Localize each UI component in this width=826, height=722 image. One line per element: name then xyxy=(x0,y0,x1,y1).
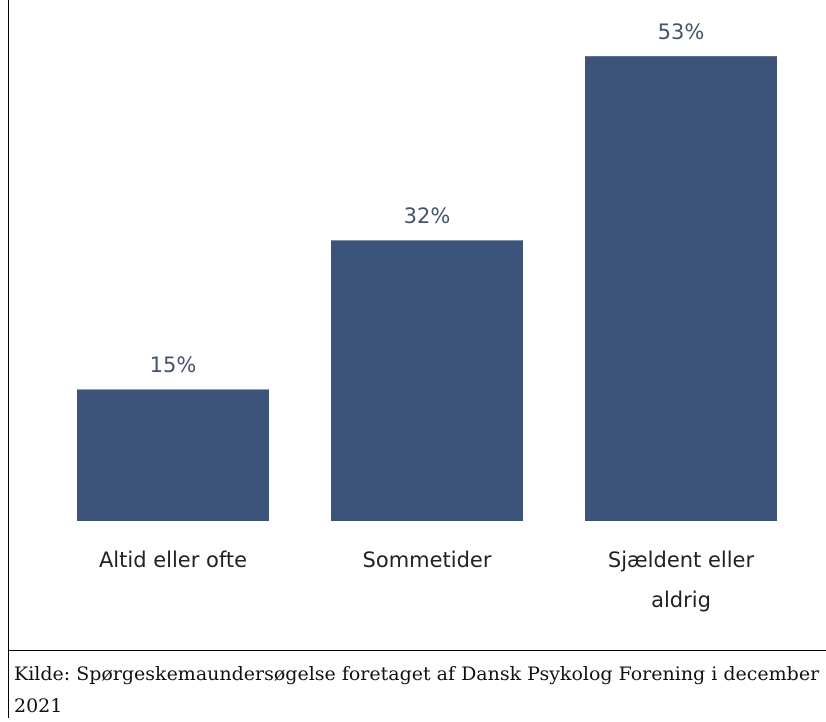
bar xyxy=(331,240,523,522)
value-label: 53% xyxy=(657,20,705,45)
bar xyxy=(585,56,777,521)
source-note: Kilde: Spørgeskemaundersøgelse foretaget… xyxy=(14,663,820,717)
category-label: Altid eller ofte xyxy=(98,548,248,572)
category-label: Sommetider xyxy=(362,548,492,572)
category-label: Sjældent eller aldrig xyxy=(607,548,755,612)
value-label: 32% xyxy=(403,204,451,229)
value-label: 15% xyxy=(149,353,197,378)
bar xyxy=(77,389,269,521)
